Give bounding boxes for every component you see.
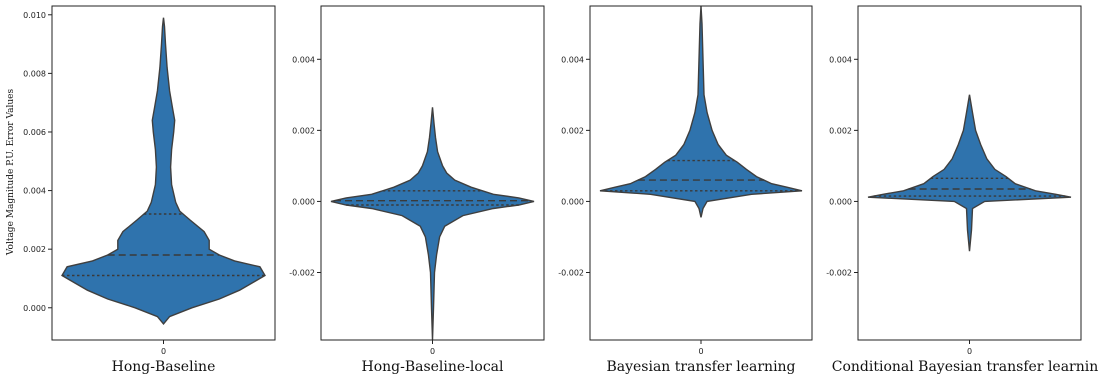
x-axis-label: Hong-Baseline-local xyxy=(361,359,504,375)
y-tick-label: 0.004 xyxy=(292,55,315,64)
x-axis-label: Conditional Bayesian transfer learning xyxy=(832,359,1099,375)
y-tick-label: 0.000 xyxy=(829,197,852,206)
y-tick-label: 0.000 xyxy=(561,197,584,206)
y-tick-label: 0.010 xyxy=(23,11,46,20)
x-tick-label: 0 xyxy=(967,347,972,356)
y-tick-label: 0.000 xyxy=(23,304,46,313)
y-tick-label: -0.002 xyxy=(558,268,584,277)
y-tick-label: 0.004 xyxy=(23,187,46,196)
y-tick-label: 0.002 xyxy=(829,126,852,135)
violin-body xyxy=(61,17,266,325)
x-tick-label: 0 xyxy=(161,347,166,356)
x-tick-label: 0 xyxy=(430,347,435,356)
x-tick-label: 0 xyxy=(698,347,703,356)
violin-body xyxy=(330,107,535,341)
y-tick-label: -0.002 xyxy=(289,268,315,277)
y-tick-label: 0.008 xyxy=(23,69,46,78)
y-tick-label: 0.004 xyxy=(829,55,852,64)
y-tick-label: 0.002 xyxy=(561,126,584,135)
y-tick-label: 0.006 xyxy=(23,128,46,137)
y-tick-label: 0.002 xyxy=(23,245,46,254)
y-tick-label: 0.002 xyxy=(292,126,315,135)
y-tick-label: -0.002 xyxy=(826,268,852,277)
x-axis-label: Bayesian transfer learning xyxy=(606,359,795,375)
y-tick-label: 0.000 xyxy=(292,197,315,206)
violin-body xyxy=(867,94,1072,252)
violin-body xyxy=(599,5,803,218)
y-axis-label: Voltage Magnitude P.U. Error Values xyxy=(6,88,16,256)
x-axis-label: Hong-Baseline xyxy=(112,359,216,375)
y-tick-label: 0.004 xyxy=(561,55,584,64)
